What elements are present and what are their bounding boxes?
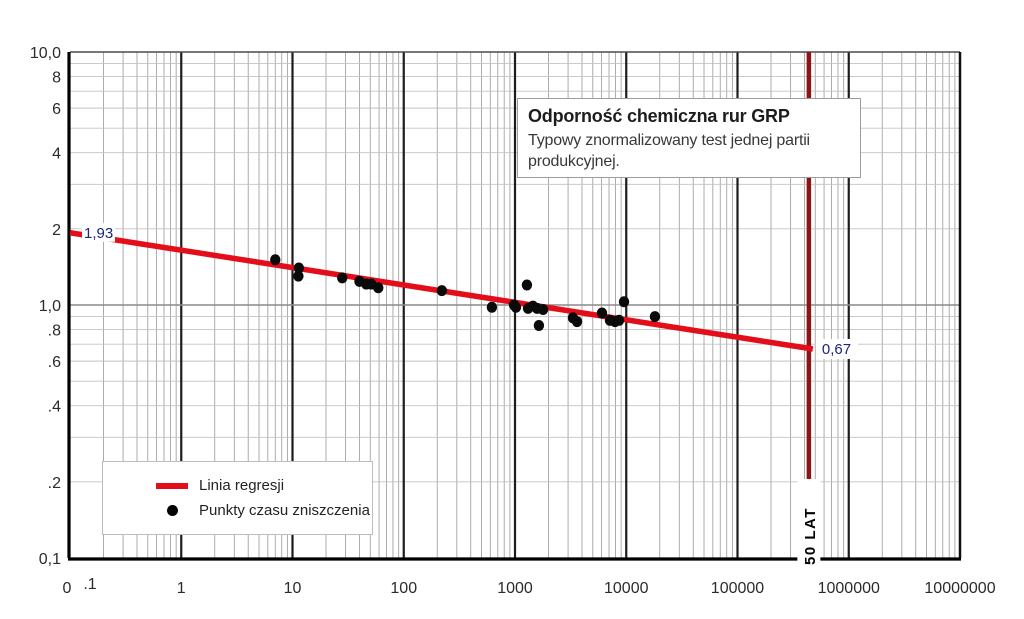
regression-line-swatch [156,482,188,489]
legend-label-failure-points: Punkty czasu zniszczenia [199,502,370,519]
y-tick-label: .4 [48,399,61,416]
data-point [510,301,522,313]
y-tick-label: .8 [48,323,61,340]
data-point [270,254,281,266]
x-tick-label: 10000000 [924,580,995,597]
x-tick-label: 100000 [711,580,764,597]
data-point [436,285,448,297]
y-tick-label: 6 [52,101,61,118]
reference-line-label: 50 LAT [802,507,819,565]
x-tick-label: 1000000 [818,580,880,597]
x-tick-label: 100 [390,580,417,597]
y-tick-label: 1,0 [39,298,61,315]
data-point [613,314,625,326]
y-tick-label: .6 [48,354,61,371]
chart-subtitle-line-2: produkcyjnej. [528,153,620,170]
data-point [293,262,305,274]
y-tick-label: 4 [52,146,61,163]
legend-item-regression: Linia regresji [103,473,372,498]
y-axis-labels: 10,0 8 6 4 2 1,0 .8 .6 .4 .2 0,1 [30,45,61,568]
chart-title: Odporność chemiczna rur GRP [528,106,790,126]
x-tick-label: 1000 [497,580,533,597]
data-point [618,296,630,308]
data-point [537,303,549,315]
y-tick-label: 2 [52,222,61,239]
chart-subtitle-line-1: Typowy znormalizowany test jednej partii [528,132,810,149]
x-axis-labels: 0 .1 1 10 100 1000 10000 100000 1000000 10000000 [63,576,996,597]
data-point [649,311,661,323]
y-tick-label: 8 [52,70,61,87]
data-point [533,319,545,331]
legend-item-failure-points: Punkty czasu zniszczenia [103,498,372,523]
data-point [337,272,348,284]
x-tick-label: 10 [284,580,302,597]
x-tick-label: .1 [83,576,96,593]
regression-start-value: 1,93 [84,225,113,242]
regression-value-labels: 1,93 0,67 [82,222,858,360]
x-origin-label: 0 [63,580,72,597]
data-points [270,254,661,331]
regression-end-value: 0,67 [822,341,851,358]
x-tick-label: 1 [177,580,186,597]
y-tick-label: .2 [48,475,61,492]
data-point [596,307,608,319]
annotation-box: Odporność chemiczna rur GRP Typowy znorm… [517,98,861,178]
legend: Linia regresji Punkty czasu zniszczenia [102,461,373,535]
failure-point-swatch [166,505,178,516]
x-tick-label: 10000 [604,580,649,597]
data-point [521,279,533,291]
data-point [486,301,498,313]
legend-label-regression: Linia regresji [199,477,285,494]
y-tick-label: 10,0 [30,45,61,62]
data-point [293,270,304,282]
data-point [373,282,384,294]
y-tick-label: 0,1 [39,551,61,568]
data-point [571,316,583,328]
